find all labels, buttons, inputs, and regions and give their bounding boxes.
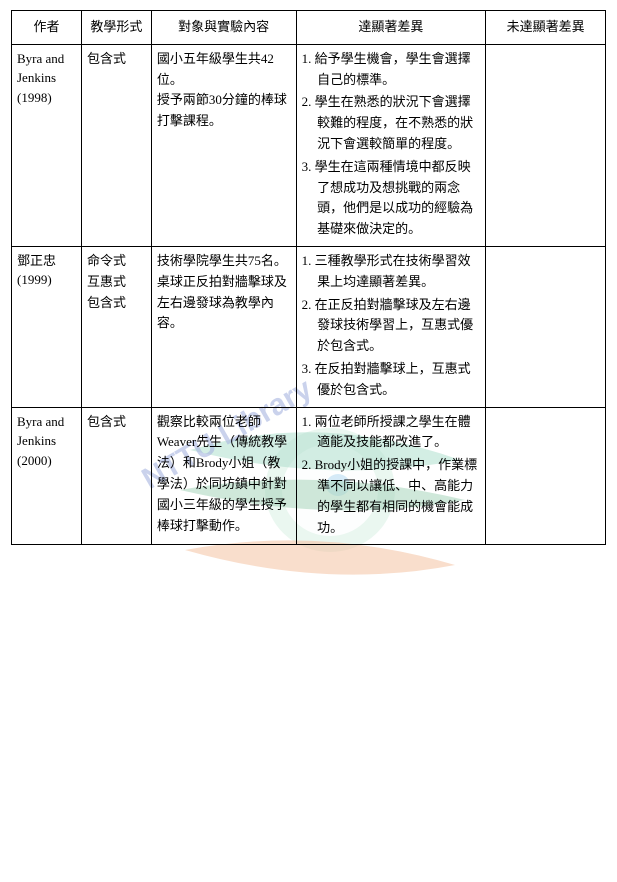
cell-method: 包含式 [81, 407, 151, 545]
list-item: 2. Brody小姐的授課中，作業標準不同以讓低、中、高能力的學生都有相同的機會… [302, 455, 481, 538]
cell-author: 鄧正忠 (1999) [12, 246, 82, 407]
cell-subject: 觀察比較兩位老師Weaver先生（傳統教學法）和Brody小姐（教學法）於同坊鎮… [151, 407, 296, 545]
sig-list: 1. 兩位老師所授課之學生在體適能及技能都改進了。 2. Brody小姐的授課中… [302, 412, 481, 539]
header-subject: 對象與實驗內容 [151, 11, 296, 45]
cell-nonsig [486, 246, 606, 407]
cell-nonsig [486, 44, 606, 246]
research-table: 作者 教學形式 對象與實驗內容 達顯著差異 未達顯著差異 Byra and Je… [11, 10, 606, 545]
list-item: 3. 在反拍對牆擊球上，互惠式優於包含式。 [302, 359, 481, 401]
cell-author: Byra and Jenkins (2000) [12, 407, 82, 545]
list-item: 1. 兩位老師所授課之學生在體適能及技能都改進了。 [302, 412, 481, 454]
cell-subject: 國小五年級學生共42位。授予兩節30分鐘的棒球打擊課程。 [151, 44, 296, 246]
header-author: 作者 [12, 11, 82, 45]
list-item: 1. 給予學生機會，學生會選擇自己的標準。 [302, 49, 481, 91]
list-item: 3. 學生在這兩種情境中都反映了想成功及想挑戰的兩念頭，他們是以成功的經驗為基礎… [302, 157, 481, 240]
cell-sig: 1. 三種教學形式在技術學習效果上均達顯著差異。 2. 在正反拍對牆擊球及左右邊… [296, 246, 486, 407]
header-method: 教學形式 [81, 11, 151, 45]
cell-sig: 1. 兩位老師所授課之學生在體適能及技能都改進了。 2. Brody小姐的授課中… [296, 407, 486, 545]
cell-sig: 1. 給予學生機會，學生會選擇自己的標準。 2. 學生在熟悉的狀況下會選擇較難的… [296, 44, 486, 246]
cell-subject: 技術學院學生共75名。桌球正反拍對牆擊球及左右邊發球為教學內容。 [151, 246, 296, 407]
cell-nonsig [486, 407, 606, 545]
table-row: 鄧正忠 (1999) 命令式互惠式包含式 技術學院學生共75名。桌球正反拍對牆擊… [12, 246, 606, 407]
cell-author: Byra and Jenkins (1998) [12, 44, 82, 246]
list-item: 2. 學生在熟悉的狀況下會選擇較難的程度，在不熟悉的狀況下會選較簡單的程度。 [302, 92, 481, 154]
sig-list: 1. 三種教學形式在技術學習效果上均達顯著差異。 2. 在正反拍對牆擊球及左右邊… [302, 251, 481, 401]
table-row: Byra and Jenkins (2000) 包含式 觀察比較兩位老師Weav… [12, 407, 606, 545]
header-sig: 達顯著差異 [296, 11, 486, 45]
table-row: Byra and Jenkins (1998) 包含式 國小五年級學生共42位。… [12, 44, 606, 246]
cell-method: 命令式互惠式包含式 [81, 246, 151, 407]
table-header-row: 作者 教學形式 對象與實驗內容 達顯著差異 未達顯著差異 [12, 11, 606, 45]
sig-list: 1. 給予學生機會，學生會選擇自己的標準。 2. 學生在熟悉的狀況下會選擇較難的… [302, 49, 481, 240]
list-item: 1. 三種教學形式在技術學習效果上均達顯著差異。 [302, 251, 481, 293]
cell-method: 包含式 [81, 44, 151, 246]
list-item: 2. 在正反拍對牆擊球及左右邊發球技術學習上，互惠式優於包含式。 [302, 295, 481, 357]
header-nonsig: 未達顯著差異 [486, 11, 606, 45]
